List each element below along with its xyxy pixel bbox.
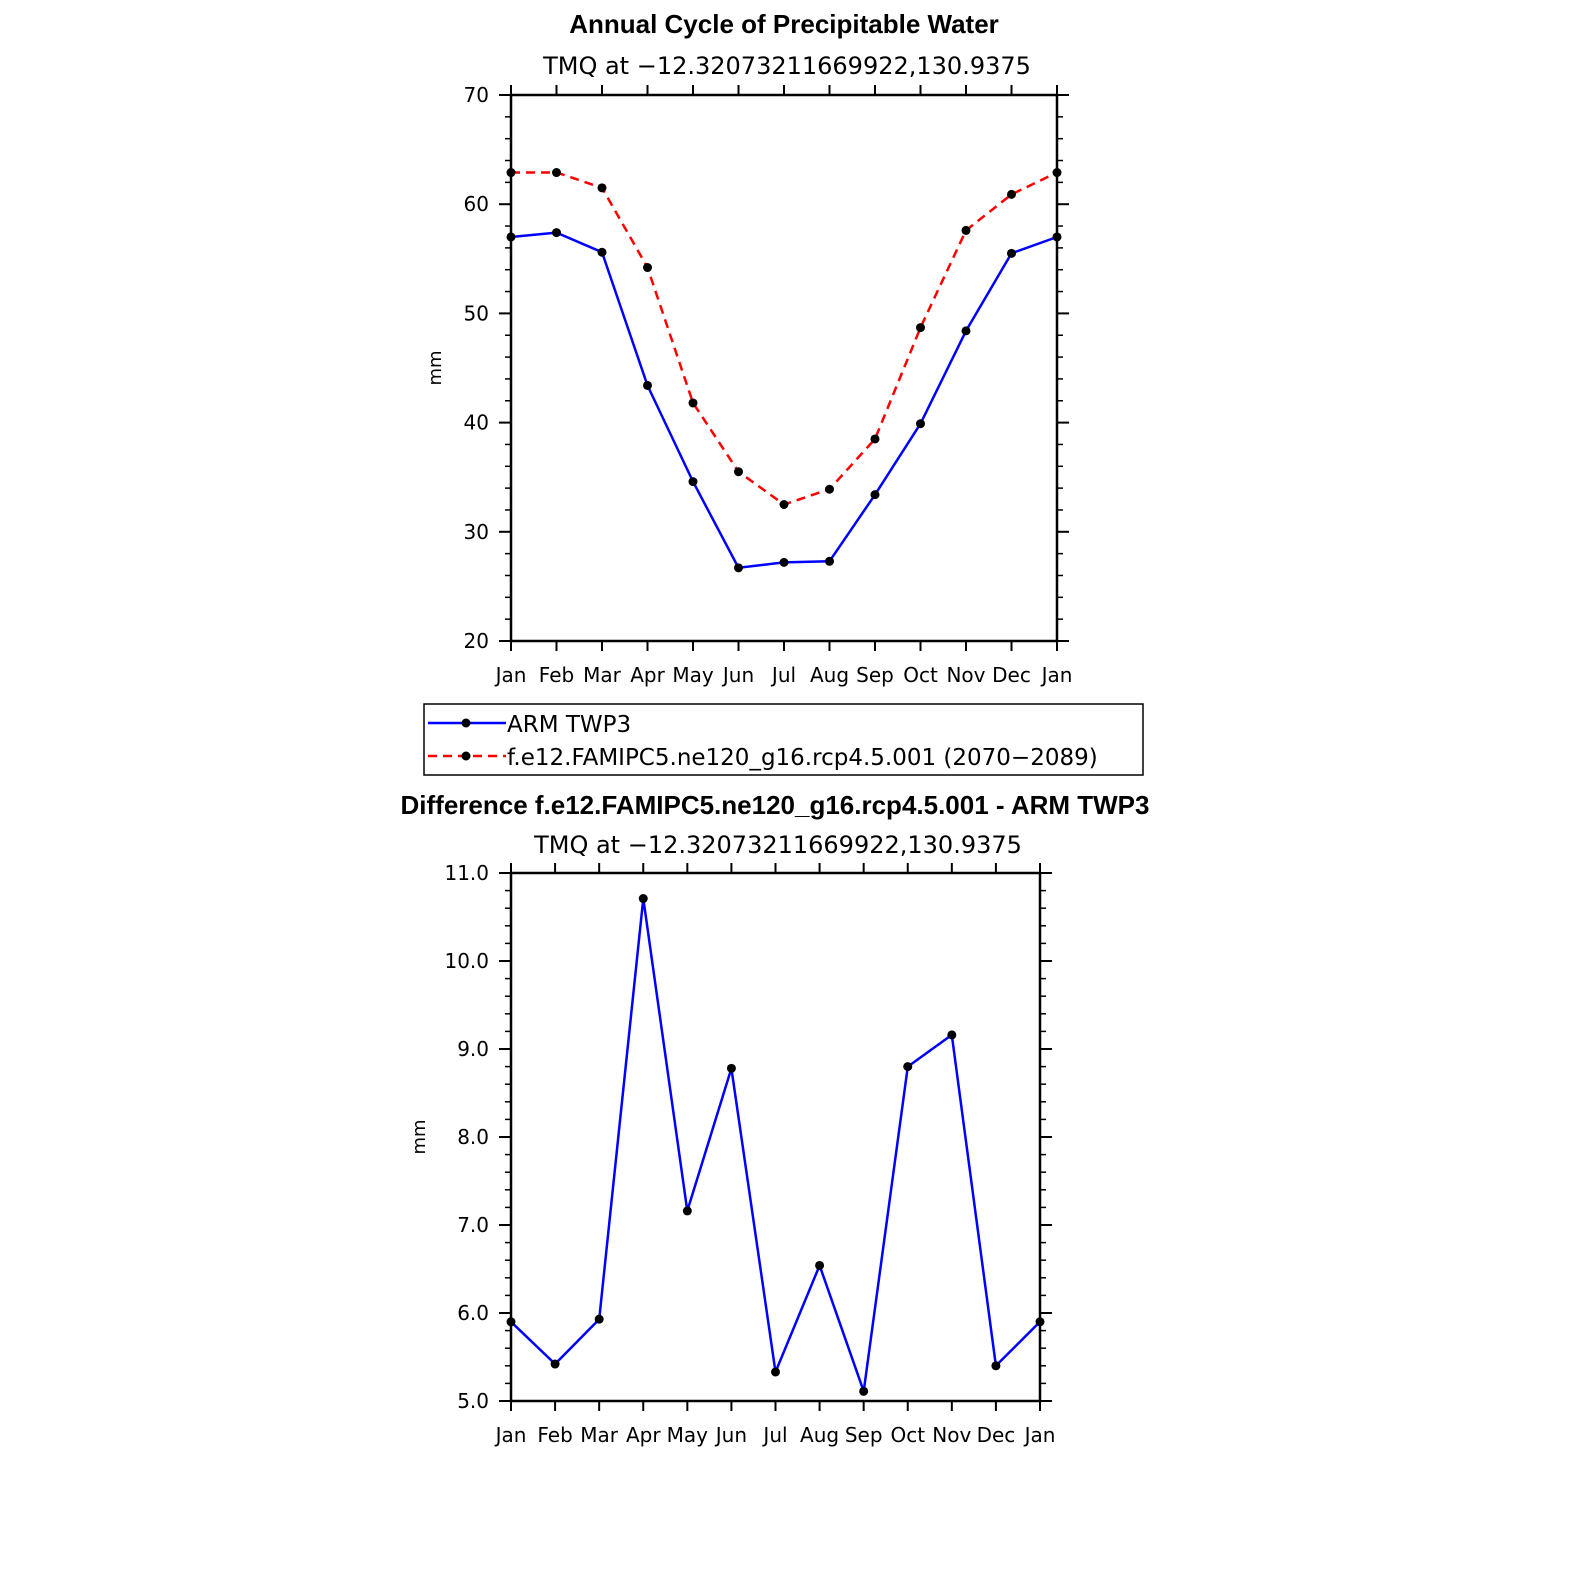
data-point-0	[947, 1030, 957, 1040]
data-point-1	[1052, 168, 1062, 178]
legend-entry-model: f.e12.FAMIPC5.ne120_g16.rcp4.5.001 (2070…	[428, 745, 1098, 771]
data-point-1	[688, 398, 698, 408]
series-line-0	[510, 897, 1041, 1393]
annual-cycle-chart: Annual Cycle of Precipitable Water TMQ a…	[425, 9, 1072, 687]
series-line-0	[510, 231, 1058, 570]
data-point-0	[643, 380, 652, 390]
y-tick-label: 10.0	[444, 949, 489, 973]
y-tick-label: 30	[464, 520, 489, 544]
legend-box	[423, 703, 1144, 776]
data-point-0	[916, 419, 925, 429]
y-tick-label: 11.0	[444, 861, 489, 885]
series-line-1	[511, 171, 1058, 506]
legend-entry-obs: ARM TWP3	[428, 712, 631, 738]
legend-label-model: f.e12.FAMIPC5.ne120_g16.rcp4.5.001 (2070…	[507, 745, 1098, 771]
y-tick-label: 20	[464, 629, 489, 653]
chart-subtitle: TMQ at −12.32073211669922,130.9375	[542, 52, 1031, 80]
legend-marker-obs	[461, 718, 471, 728]
data-point-1	[643, 263, 652, 273]
data-point-1	[552, 168, 561, 178]
y-axis-label: mm	[425, 350, 446, 385]
x-tick-label: May	[667, 1423, 709, 1447]
data-point-0	[859, 1386, 869, 1396]
data-point-0	[597, 247, 607, 257]
chart-subtitle: TMQ at −12.32073211669922,130.9375	[533, 831, 1022, 859]
data-point-0	[506, 1317, 516, 1327]
y-tick-label: 60	[464, 192, 489, 216]
legend-marker-model	[461, 751, 471, 761]
data-point-1	[916, 323, 925, 333]
legend-label-obs: ARM TWP3	[507, 712, 631, 738]
data-point-0	[903, 1062, 913, 1072]
legend: ARM TWP3 f.e12.FAMIPC5.ne120_g16.rcp4.5.…	[423, 703, 1144, 776]
plot-frame	[509, 871, 1042, 1403]
x-tick-label: Sep	[845, 1423, 883, 1447]
x-tick-label: Aug	[810, 663, 849, 687]
x-tick-label: Jan	[1040, 663, 1073, 687]
data-point-0	[682, 1206, 692, 1216]
data-point-1	[597, 183, 607, 193]
data-point-1	[961, 225, 971, 235]
x-tick-label: Jul	[770, 663, 796, 687]
data-point-0	[825, 556, 834, 566]
x-tick-label: May	[672, 663, 714, 687]
x-tick-label: Mar	[580, 1423, 619, 1447]
x-tick-label: Nov	[932, 1423, 971, 1447]
data-point-1	[1007, 189, 1016, 199]
x-tick-label: Feb	[539, 663, 574, 687]
x-tick-label: Nov	[946, 663, 985, 687]
data-point-0	[1007, 248, 1016, 258]
data-point-1	[779, 500, 789, 509]
data-point-0	[815, 1260, 825, 1270]
data-point-0	[961, 326, 971, 336]
y-tick-label: 6.0	[457, 1301, 489, 1325]
x-tick-label: Jun	[714, 1423, 747, 1447]
x-tick-label: Oct	[903, 663, 938, 687]
data-point-1	[825, 484, 834, 494]
x-tick-label: Jan	[1023, 1423, 1056, 1447]
data-point-0	[870, 490, 880, 500]
chart-title: Annual Cycle of Precipitable Water	[569, 9, 999, 39]
data-point-1	[734, 467, 743, 477]
y-tick-label: 40	[464, 411, 489, 435]
x-tick-label: Apr	[630, 663, 665, 687]
data-point-0	[991, 1361, 1001, 1371]
y-tick-label: 5.0	[457, 1389, 489, 1413]
data-point-1	[506, 168, 516, 178]
data-point-0	[550, 1359, 560, 1369]
chart-title: Difference f.e12.FAMIPC5.ne120_g16.rcp4.…	[401, 790, 1150, 820]
x-tick-label: Mar	[583, 663, 622, 687]
data-point-0	[734, 563, 743, 573]
data-point-0	[771, 1367, 780, 1377]
data-point-0	[779, 557, 789, 567]
x-tick-label: Dec	[977, 1423, 1016, 1447]
x-tick-label: Jun	[721, 663, 754, 687]
data-point-0	[726, 1063, 736, 1073]
x-tick-label: Oct	[890, 1423, 925, 1447]
y-tick-label: 7.0	[457, 1213, 489, 1237]
x-tick-label: Sep	[856, 663, 894, 687]
x-tick-label: Jul	[761, 1423, 787, 1447]
y-tick-label: 8.0	[457, 1125, 489, 1149]
data-point-0	[552, 228, 561, 238]
difference-chart: Difference f.e12.FAMIPC5.ne120_g16.rcp4.…	[401, 790, 1150, 1447]
data-point-0	[1052, 232, 1062, 242]
data-point-1	[870, 434, 880, 444]
x-tick-label: Dec	[992, 663, 1031, 687]
y-tick-label: 9.0	[457, 1037, 489, 1061]
data-point-0	[638, 894, 648, 904]
x-tick-label: Aug	[800, 1423, 839, 1447]
y-tick-label: 50	[464, 301, 489, 325]
x-tick-label: Jan	[494, 1423, 527, 1447]
x-tick-label: Feb	[537, 1423, 572, 1447]
y-tick-label: 70	[464, 83, 489, 107]
data-point-0	[506, 232, 516, 242]
x-tick-label: Apr	[626, 1423, 661, 1447]
y-axis-label: mm	[409, 1119, 430, 1154]
data-point-0	[688, 477, 698, 487]
data-point-0	[594, 1314, 604, 1324]
data-point-0	[1035, 1317, 1045, 1327]
x-tick-label: Jan	[494, 663, 527, 687]
